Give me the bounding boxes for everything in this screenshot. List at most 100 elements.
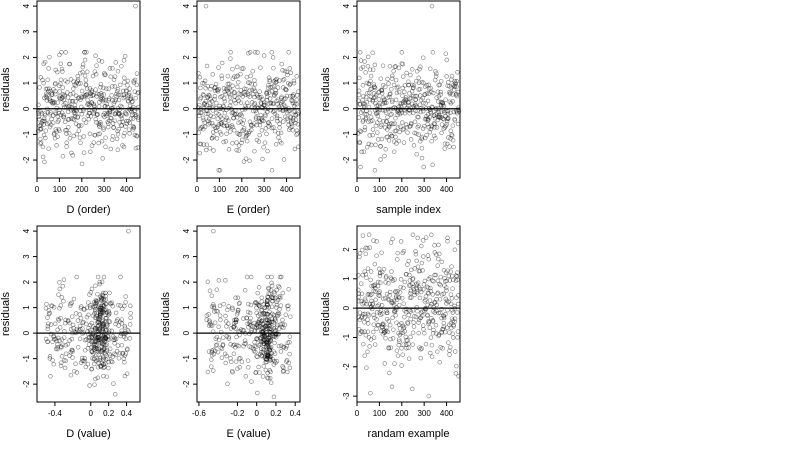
data-point [110,334,116,339]
data-point [440,100,445,106]
data-point [247,319,253,324]
data-point [447,348,452,354]
data-point [100,327,105,332]
data-point [281,365,286,371]
data-point [371,82,377,87]
data-point [410,281,415,286]
data-point [82,50,87,55]
data-point [372,168,378,173]
data-point [438,78,444,84]
data-point [58,112,63,118]
data-point [406,283,412,288]
data-point [380,311,385,316]
data-point [95,365,101,370]
data-point [379,87,384,93]
data-point [251,348,257,354]
data-point [38,136,43,142]
data-point [126,92,132,98]
data-point [89,366,95,372]
data-point [426,91,432,96]
data-point [433,322,439,328]
data-point [267,354,273,359]
data-point [425,121,430,127]
data-point [125,83,130,88]
data-point [271,65,276,71]
data-point [406,82,411,88]
data-point [453,80,458,86]
data-point [408,334,413,340]
data-point [87,305,93,310]
data-point [437,251,442,257]
data-point [431,304,436,310]
data-point [94,342,99,347]
data-point [276,312,282,317]
data-point [97,312,103,318]
data-point [92,344,97,350]
data-point [97,327,103,333]
data-point [117,319,123,324]
data-point [442,146,447,151]
data-point [266,325,271,331]
data-point [450,310,456,315]
data-point [208,86,213,92]
data-point [238,100,244,105]
data-point [197,102,202,108]
data-point [86,107,92,113]
data-point [274,324,280,329]
data-point [374,253,379,258]
data-point [380,82,386,88]
data-point [397,100,403,106]
data-point [52,321,58,327]
data-point [404,306,409,312]
data-point [224,334,230,339]
data-point [422,116,428,122]
data-point [212,309,217,314]
data-point [101,297,107,303]
data-point [295,111,300,117]
data-point [226,334,232,340]
data-point [260,330,266,335]
data-point [265,341,270,346]
data-point [273,90,279,96]
data-point [232,323,237,329]
data-point [108,115,113,121]
x-axis-label: E (order) [227,204,270,216]
data-point [125,118,131,124]
data-point [437,114,442,119]
data-point [103,144,108,150]
data-point [262,337,267,342]
data-point [211,148,216,153]
data-point [241,127,246,133]
data-point [241,159,247,164]
data-point [123,351,129,356]
data-point [432,310,438,315]
data-point [91,345,97,351]
data-point [90,93,95,98]
data-point [209,105,214,110]
data-point [382,295,388,301]
data-point [38,122,44,128]
data-point [365,317,370,322]
data-point [449,133,455,138]
data-point [128,116,134,121]
data-point [401,285,406,291]
data-point [455,70,460,75]
data-point [264,354,270,360]
data-point [227,86,232,91]
data-point [284,359,289,364]
data-point [215,124,221,130]
data-point [370,118,375,123]
data-point [98,305,104,311]
data-point [389,133,394,139]
data-point [218,121,223,126]
data-point [99,363,104,369]
data-point [237,132,243,137]
data-point [448,344,453,350]
data-point [362,329,367,334]
data-point [426,320,432,325]
data-point [415,264,421,269]
data-point [102,350,108,355]
data-point [410,330,416,335]
data-point [271,362,277,367]
data-point [104,101,110,107]
